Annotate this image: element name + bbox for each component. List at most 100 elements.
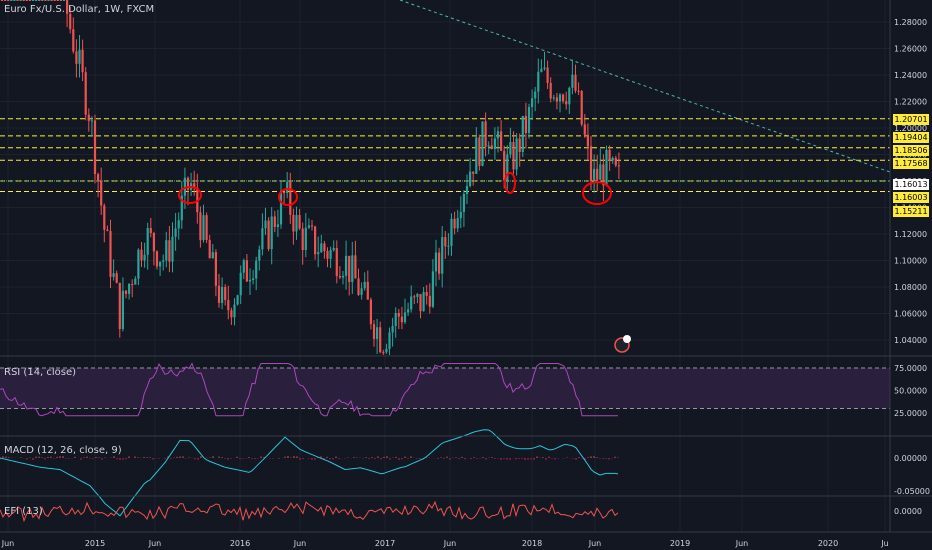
candle-body (555, 97, 558, 102)
candle-body (149, 228, 152, 234)
candle-body (174, 228, 177, 237)
candle-body (605, 149, 608, 186)
candle-body (217, 285, 221, 303)
candle-body (496, 131, 500, 139)
price-level-tag[interactable]: 1.18506 (893, 145, 929, 156)
circle-annotation (278, 188, 298, 206)
candle-body (524, 115, 527, 133)
candle-body (593, 168, 596, 182)
candle-body (543, 67, 546, 69)
candle-body (159, 261, 162, 267)
candle-body (323, 243, 326, 252)
candle-body (459, 211, 462, 219)
candle-body (214, 252, 217, 286)
candle-body (236, 295, 239, 305)
candle-body (583, 124, 586, 135)
candle-body (419, 294, 422, 312)
time-axis-label: 2015 (85, 539, 105, 548)
candle-body (329, 250, 332, 259)
candle-body (453, 218, 456, 229)
candle-body (617, 165, 620, 167)
candle-body (314, 226, 317, 255)
candle-body (574, 74, 577, 91)
time-axis-label: Jun (735, 539, 749, 548)
time-axis-label: 2017 (375, 539, 395, 548)
macd-title: MACD (12, 26, close, 9) (4, 445, 122, 456)
candle-body (140, 249, 143, 261)
candle-body (577, 90, 580, 92)
candle-body (438, 252, 441, 274)
candle-body (59, 0, 62, 1)
candle-body (400, 316, 403, 323)
candle-body (506, 154, 509, 181)
horizontal-levels[interactable] (0, 118, 890, 192)
candle-body (307, 225, 310, 228)
candle-body (165, 240, 168, 261)
candle-body (131, 284, 134, 286)
candle-body (152, 233, 155, 252)
price-level-tag[interactable]: 1.20701 (893, 114, 929, 125)
current-price-tag: 1.16013 (893, 179, 929, 190)
candle-body (186, 177, 190, 190)
candle-body (72, 29, 75, 52)
trendline-segment (399, 0, 891, 173)
candle-body (493, 138, 496, 149)
candle-body (233, 304, 236, 318)
candle-body (270, 216, 273, 250)
candle-body (255, 260, 258, 279)
price-axis-label: 1.04000 (894, 336, 927, 345)
candle-body (177, 220, 180, 229)
efi-pane (0, 500, 619, 523)
price-level-tag[interactable]: 1.16003 (893, 192, 929, 203)
candle-body (534, 91, 537, 99)
candle-body (363, 281, 366, 289)
candle-body (549, 82, 552, 99)
candle-body (128, 284, 131, 294)
candle-body (357, 278, 360, 295)
candle-body (0, 0, 4, 1)
time-axis-label: 2020 (818, 539, 838, 548)
event-marker-icon[interactable] (614, 335, 631, 353)
candle-body (568, 87, 571, 105)
candle-body (391, 325, 394, 333)
candle-body (230, 310, 233, 318)
candle-body (286, 181, 289, 193)
price-level-tag[interactable]: 1.17568 (893, 158, 929, 169)
candle-body (115, 273, 118, 283)
rsi-title: RSI (14, close) (4, 367, 77, 378)
candle-body (515, 138, 518, 170)
candle-body (81, 49, 84, 73)
candle-body (413, 296, 416, 298)
candle-body (134, 278, 137, 285)
candle-body (552, 97, 555, 99)
candle-body (202, 215, 205, 241)
price-axis-label: 1.24000 (894, 71, 927, 80)
price-level-tag[interactable]: 1.15211 (893, 206, 929, 217)
candle-body (16, 0, 19, 1)
price-axis-label: 1.06000 (894, 310, 927, 319)
efi-title: EFI (13) (4, 506, 43, 517)
candle-body (608, 149, 611, 161)
price-level-tag[interactable]: 1.19404 (893, 132, 929, 143)
candle-body (589, 146, 593, 182)
candle-body (47, 0, 50, 1)
candle-body (348, 255, 351, 283)
candle-body (276, 224, 279, 227)
candle-body (162, 260, 165, 262)
candle-body (103, 205, 106, 230)
candle-body (372, 324, 376, 339)
candle-body (124, 290, 128, 294)
efi-line (0, 500, 619, 523)
candle-body (465, 186, 469, 194)
time-axis-label: 2019 (670, 539, 690, 548)
candle-body (472, 171, 475, 174)
candle-body (90, 120, 93, 122)
candle-body (199, 212, 202, 241)
candle-body (310, 225, 314, 227)
candle-body (35, 0, 38, 1)
candle-body (537, 71, 540, 92)
circle-annotations[interactable] (178, 172, 612, 206)
trendline[interactable] (399, 0, 891, 173)
